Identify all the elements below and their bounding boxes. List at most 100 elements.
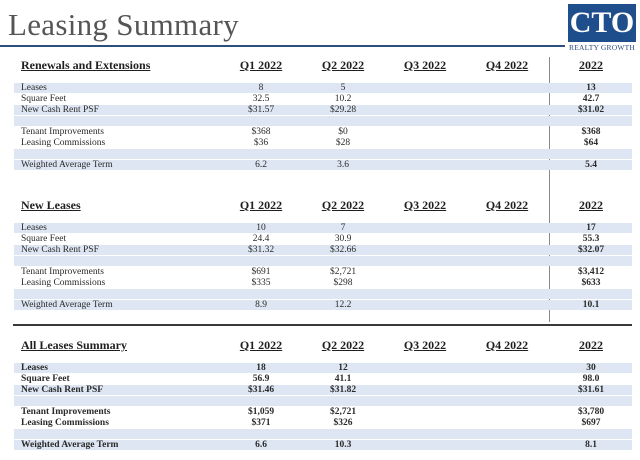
row-label: Weighted Average Term [21,300,113,310]
row-band [14,245,632,255]
row-band [14,223,632,233]
quarter-value: $32.66 [329,245,357,255]
quarter-value: 12 [338,363,348,373]
row-band [14,300,632,310]
quarter-value: 6.2 [255,160,267,170]
quarter-value: $1,059 [247,407,275,417]
column-header: Q1 2022 [239,58,283,72]
row-label: Square Feet [21,234,67,244]
total-value: $368 [581,127,601,137]
total-value: 10.1 [582,300,600,310]
column-header: Q4 2022 [485,58,529,72]
quarter-value: $298 [333,278,353,288]
quarter-value: $31.82 [329,385,357,395]
row-band [14,440,632,450]
row-band [14,363,632,373]
quarter-value: $36 [253,138,269,148]
logo-subtitle: REALTY GROWTH [569,43,635,52]
quarter-value: 8 [258,83,264,93]
section-heading: All Leases Summary [21,338,127,352]
quarter-value: 8.9 [255,300,267,310]
section-heading: Renewals and Extensions [21,58,151,72]
row-label: Tenant Improvements [21,127,104,137]
quarter-value: $31.32 [247,245,275,255]
quarter-value: 56.9 [252,374,270,384]
column-header: 2022 [579,198,603,212]
page-title: Leasing Summary [8,7,239,42]
column-header: 2022 [579,58,603,72]
row-label: Tenant Improvements [21,267,104,277]
row-band [14,289,632,299]
quarter-value: $326 [333,418,353,428]
total-value: $31.02 [577,105,605,115]
row-band [14,396,632,406]
total-column-divider [549,57,550,322]
quarter-value: 10.2 [334,94,352,104]
total-value: $633 [581,278,601,288]
row-label: New Cash Rent PSF [21,245,99,255]
column-header: 2022 [579,338,603,352]
total-value: 8.1 [585,440,597,450]
quarter-value: 24.4 [252,234,270,244]
row-label: Leases [21,363,48,373]
row-band [14,429,632,439]
title-underline [0,45,565,47]
row-band [14,256,632,266]
total-value: 5.4 [585,160,597,170]
quarter-value: 12.2 [334,300,352,310]
row-label: New Cash Rent PSF [21,385,104,395]
quarter-value: $2,721 [329,407,357,417]
column-header: Q1 2022 [239,338,283,352]
quarter-value: $371 [251,418,271,428]
row-label: Tenant Improvements [21,407,111,417]
total-value: $697 [581,418,601,428]
total-value: 13 [586,83,596,93]
quarter-value: 6.6 [255,440,267,450]
quarter-value: 32.5 [252,94,270,104]
total-value: $64 [583,138,599,148]
quarter-value: 5 [340,83,346,93]
quarter-value: $2,721 [329,267,357,277]
quarter-value: 10.3 [334,440,352,450]
column-header: Q3 2022 [403,58,447,72]
row-label: Leases [21,83,47,93]
quarter-value: $28 [335,138,351,148]
quarter-value: 41.1 [334,374,352,384]
quarter-value: $0 [338,127,348,137]
row-band [14,149,632,159]
row-band [14,105,632,115]
quarter-value: 3.6 [337,160,349,170]
row-label: Weighted Average Term [21,160,113,170]
total-value: 55.3 [582,234,600,244]
column-header: Q4 2022 [485,198,529,212]
total-value: 42.7 [582,94,600,104]
quarter-value: $368 [251,127,271,137]
total-value: 98.0 [582,374,600,384]
row-label: Leases [21,223,47,233]
row-band [14,385,632,395]
row-band [14,83,632,93]
row-label: Leasing Commissions [21,418,109,428]
quarter-value: 10 [256,223,266,233]
quarter-value: $691 [251,267,271,277]
total-value: $31.61 [577,385,605,395]
column-header: Q2 2022 [321,338,365,352]
total-value: $3,412 [577,267,605,277]
total-value: 30 [586,363,596,373]
column-header: Q2 2022 [321,198,365,212]
quarter-value: $31.57 [247,105,275,115]
column-header: Q1 2022 [239,198,283,212]
quarter-value: 18 [256,363,266,373]
row-band [14,116,632,126]
total-value: $32.07 [577,245,605,255]
quarter-value: $335 [251,278,271,288]
company-logo: CTO [568,4,636,42]
quarter-value: $31.46 [247,385,275,395]
row-label: Square Feet [21,94,67,104]
row-band [14,160,632,170]
total-value: 17 [586,223,596,233]
section-heading: New Leases [21,198,81,212]
column-header: Q3 2022 [403,338,447,352]
row-label: New Cash Rent PSF [21,105,99,115]
total-value: $3,780 [577,407,605,417]
